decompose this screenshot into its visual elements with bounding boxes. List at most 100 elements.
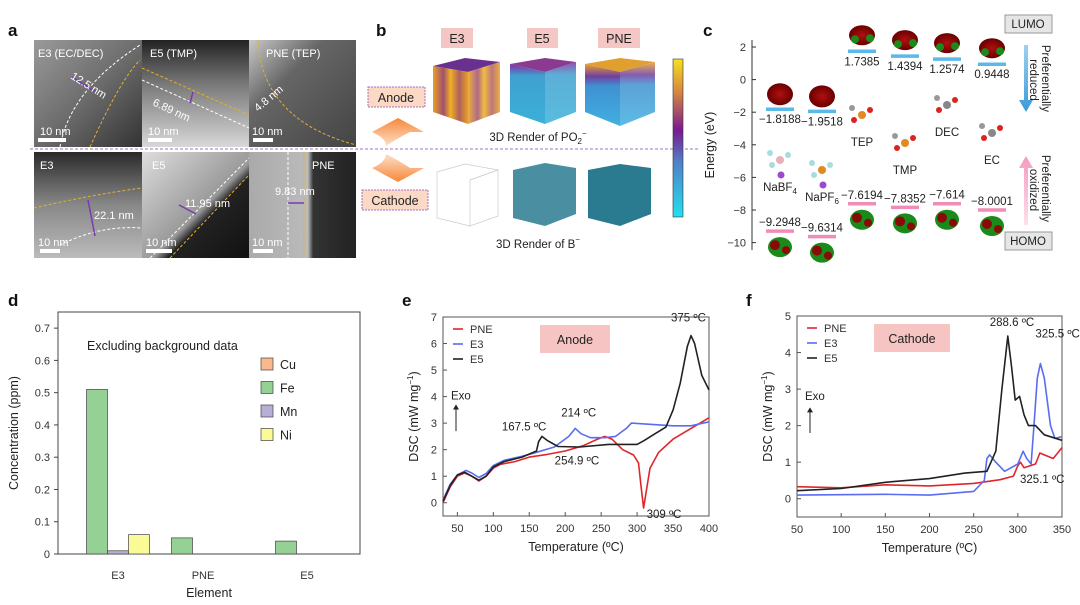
x-tick-label: 100 bbox=[832, 524, 850, 536]
molecule-name: TMP bbox=[893, 165, 918, 177]
x-tick-label: 150 bbox=[520, 523, 538, 535]
x-tick-label: 300 bbox=[628, 523, 646, 535]
chart-d: d 0 0.1 0.2 0.3 0.4 0.5 0.6 0.7 E3 PNE E5 Excluding … bbox=[7, 291, 361, 600]
x-tick-label: 250 bbox=[592, 523, 610, 535]
thickness-label: 11.95 nm bbox=[185, 198, 230, 210]
condition-tag bbox=[874, 324, 950, 352]
oxidized-label: Preferentially oxidized bbox=[1027, 155, 1051, 225]
tem-title: E3 bbox=[40, 160, 53, 172]
lumo-value: 1.7385 bbox=[844, 56, 879, 68]
chart-title: Excluding background data bbox=[87, 339, 238, 353]
orbital-lobe-icon bbox=[981, 48, 989, 57]
plot-frame bbox=[57, 311, 361, 555]
condition-tag bbox=[540, 325, 610, 353]
exo-arrow-head-icon bbox=[807, 407, 813, 413]
y-axis-label: DSC (mW mg−1) bbox=[406, 371, 421, 461]
lumo-value: −1.8188 bbox=[759, 114, 801, 126]
bar-mn bbox=[107, 550, 129, 555]
y-tick-label: 2 bbox=[431, 445, 437, 457]
x-axis-label: Temperature (ºC) bbox=[528, 540, 624, 554]
panel-label-f: f bbox=[746, 291, 752, 310]
x-tick-label: 200 bbox=[556, 523, 574, 535]
tem-image-e5-cathode: E5 11.95 nm 10 nm bbox=[142, 152, 250, 259]
x-tick-label: 250 bbox=[964, 524, 982, 536]
molecule-atom-icon bbox=[997, 125, 1003, 131]
x-tick-label: 50 bbox=[451, 523, 463, 535]
x-tick-label: 400 bbox=[700, 523, 718, 535]
legend-swatch bbox=[260, 357, 274, 371]
molecule-name: TEP bbox=[851, 137, 874, 149]
peak-annotation: 214 ºC bbox=[561, 407, 596, 419]
molecule-atom-icon bbox=[934, 95, 940, 101]
x-tick-label: 50 bbox=[791, 524, 803, 536]
caption-b-render: 3D Render of B− bbox=[496, 235, 580, 251]
y-tick-label: 7 bbox=[431, 312, 437, 324]
x-tick-label: E3 bbox=[111, 570, 124, 582]
bar-fe bbox=[275, 540, 297, 555]
y-axis-label: Concentration (ppm) bbox=[7, 376, 21, 490]
tem-title: PNE (TEP) bbox=[266, 48, 320, 60]
panel-label-e: e bbox=[402, 291, 411, 310]
scale-bar-label: 10 nm bbox=[148, 126, 179, 138]
scale-bar-label: 10 nm bbox=[252, 237, 283, 249]
molecule-name: DEC bbox=[935, 127, 959, 139]
tem-image-e3-cathode: E3 22.1 nm 10 nm bbox=[33, 152, 143, 258]
panel-label-c: c bbox=[703, 21, 712, 40]
lumo-value: 0.9448 bbox=[974, 69, 1009, 81]
homo-value: −8.0001 bbox=[971, 196, 1013, 208]
peak-annotation: 254.9 ºC bbox=[555, 455, 599, 467]
lumo-box bbox=[1004, 14, 1053, 34]
panel-label-d: d bbox=[8, 291, 18, 310]
orbital-lobe-icon bbox=[895, 216, 905, 227]
exo-label: Exo bbox=[451, 390, 471, 402]
molecule-atom-icon bbox=[769, 162, 775, 168]
x-tick-label: E5 bbox=[300, 570, 313, 582]
lumo-orbital-icon bbox=[809, 85, 835, 108]
legend-label: Fe bbox=[280, 382, 295, 396]
orbital-lobe-icon bbox=[951, 42, 959, 51]
orbital-lobe-icon bbox=[851, 35, 859, 44]
y-tick-label: 6 bbox=[431, 339, 437, 351]
c-y-tick-label: −8 bbox=[733, 205, 746, 217]
orbital-lobe-icon bbox=[996, 47, 1004, 56]
cathode-label: Cathode bbox=[371, 194, 418, 208]
panel-label-b: b bbox=[376, 21, 386, 40]
c-y-tick-label: −10 bbox=[727, 238, 746, 250]
molecule-atom-icon bbox=[981, 135, 987, 141]
peak-annotation: 325.5 ºC bbox=[1035, 329, 1079, 341]
series-line-e5 bbox=[442, 334, 710, 502]
chart-f: f 50 100 150 200 250 300 350 0 1 2 3 4 5 PNE E3 E5 Cathod… bbox=[746, 291, 1080, 555]
orbital-lobe-icon bbox=[866, 34, 874, 43]
molecule-atom-icon bbox=[827, 162, 833, 168]
column-tag-e3: E3 bbox=[449, 32, 464, 46]
series-line-e3 bbox=[442, 421, 710, 501]
condition-tag-label: Cathode bbox=[888, 332, 935, 346]
y-tick-label: 0 bbox=[785, 494, 791, 506]
legend-label: PNE bbox=[470, 324, 493, 336]
thickness-label: 22.1 nm bbox=[94, 210, 134, 222]
orbital-lobe-icon bbox=[782, 246, 790, 255]
molecule-atom-icon bbox=[858, 111, 866, 119]
plot-frame bbox=[442, 316, 710, 517]
lumo-value: 1.4394 bbox=[887, 61, 923, 73]
panel-label-a: a bbox=[8, 21, 18, 40]
x-tick-label: 350 bbox=[1053, 524, 1071, 536]
x-axis-label: Element bbox=[186, 586, 232, 600]
molecule-atom-icon bbox=[910, 135, 916, 141]
molecule-atom-icon bbox=[776, 156, 784, 164]
reduced-label: Preferentially reduced bbox=[1027, 45, 1051, 115]
bar-ni bbox=[128, 534, 150, 555]
c-y-tick-label: 0 bbox=[740, 75, 746, 87]
charts: d 0 0.1 0.2 0.3 0.4 0.5 0.6 0.7 E3 PNE E5 Excluding … bbox=[7, 291, 1080, 600]
chart-e: e 50 100 150 200 250 300 350 400 0 1 2 3 4 5 6 7 PNE E3 E5 A… bbox=[402, 291, 718, 554]
legend-swatch bbox=[260, 404, 274, 418]
thickness-label: 9.83 nm bbox=[275, 186, 315, 198]
column-tags: E3 E5 PNE bbox=[441, 28, 640, 48]
x-tick-label: 100 bbox=[484, 523, 502, 535]
molecule-atom-icon bbox=[988, 129, 996, 137]
legend-label: Ni bbox=[280, 429, 292, 443]
sodium-atom-icon bbox=[819, 181, 827, 189]
tem-title: E5 bbox=[152, 160, 165, 172]
condition-tag-label: Anode bbox=[557, 333, 593, 347]
x-axis-label: Temperature (ºC) bbox=[882, 541, 978, 555]
